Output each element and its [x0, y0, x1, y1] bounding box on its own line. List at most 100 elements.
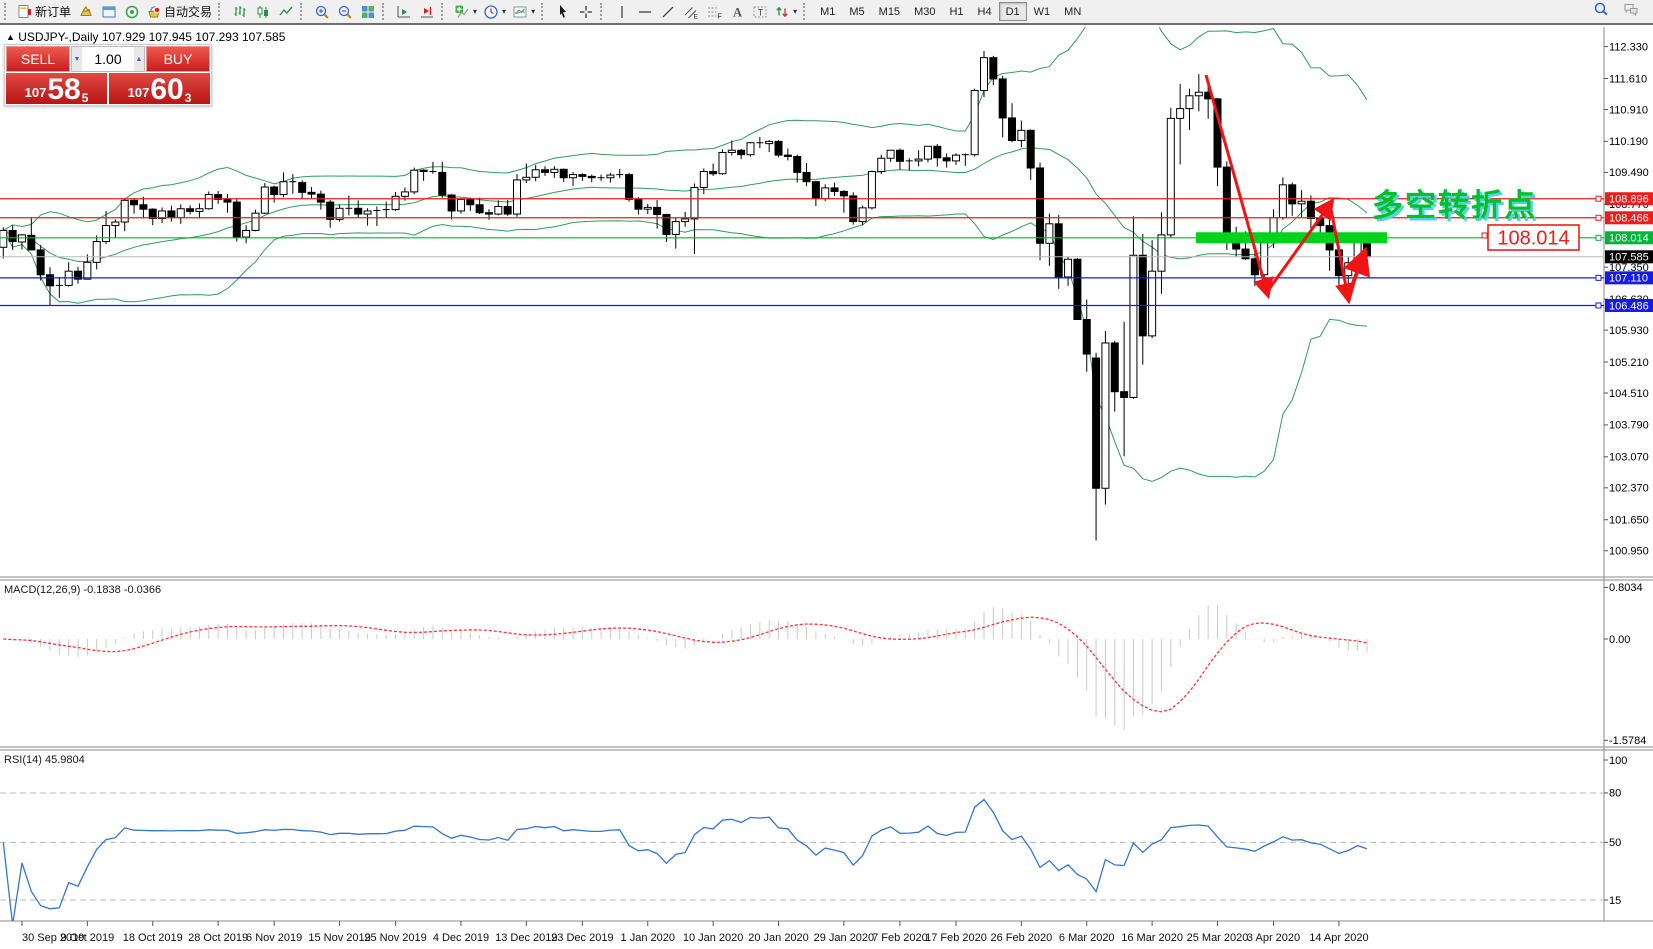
svg-text:9 Oct 2019: 9 Oct 2019: [60, 932, 114, 944]
vline-icon: [620, 5, 623, 18]
timeframe-h4[interactable]: H4: [971, 2, 999, 21]
hline-handle: [1595, 195, 1602, 202]
periods-icon: [484, 4, 498, 19]
vline-button[interactable]: [610, 1, 633, 22]
trendline-button[interactable]: [656, 1, 679, 22]
svg-text:100: 100: [1609, 755, 1627, 767]
market-depth-icon: [79, 5, 92, 16]
chat-button[interactable]: [1623, 1, 1639, 22]
timeframe-h1[interactable]: H1: [942, 2, 970, 21]
svg-text:111.610: 111.610: [1609, 73, 1647, 85]
volume-decrease-button[interactable]: ▼: [72, 47, 82, 71]
panel-collapse-icon[interactable]: ▲: [6, 32, 15, 42]
svg-text:110.910: 110.910: [1609, 104, 1648, 116]
svg-text:50: 50: [1609, 837, 1621, 849]
svg-text:6 Nov 2019: 6 Nov 2019: [246, 932, 302, 944]
sell-price-pip: 5: [81, 91, 89, 105]
timeframe-mn[interactable]: MN: [1057, 2, 1088, 21]
rsi-pane: [0, 792, 1604, 921]
timeframe-d1[interactable]: D1: [998, 2, 1027, 21]
chevron-down-icon: ▾: [473, 7, 478, 16]
bar-chart-button[interactable]: [228, 1, 251, 22]
volume-input[interactable]: [82, 47, 134, 71]
terminal-window-icon: [102, 6, 116, 17]
rsi-label: RSI(14) 45.9804: [4, 754, 85, 766]
new-order-button[interactable]: 新订单: [14, 1, 74, 22]
sell-price-main: 58: [47, 73, 81, 106]
candle-chart-button[interactable]: [251, 1, 274, 22]
crosshair-button[interactable]: [574, 1, 597, 22]
text-button[interactable]: A: [725, 1, 748, 22]
buy-button[interactable]: BUY: [146, 46, 210, 72]
search-button[interactable]: [1593, 1, 1609, 22]
arrows-button[interactable]: ▾: [771, 1, 800, 22]
channel-icon: E: [684, 6, 698, 20]
toolbar-group-grip: [600, 3, 606, 20]
hline-button[interactable]: [633, 1, 656, 22]
svg-text:29 Jan 2020: 29 Jan 2020: [814, 932, 875, 944]
fibonacci-button[interactable]: F: [702, 1, 725, 22]
terminal-window-button[interactable]: [97, 1, 120, 22]
templates-button[interactable]: ▾: [509, 1, 538, 22]
volume-increase-button[interactable]: ▲: [134, 47, 144, 71]
signals-button[interactable]: [120, 1, 143, 22]
timeframe-m1[interactable]: M1: [813, 2, 842, 21]
sell-button[interactable]: SELL: [6, 46, 70, 72]
svg-text:-1.5784: -1.5784: [1609, 735, 1646, 747]
svg-text:100.950: 100.950: [1609, 546, 1649, 558]
line-chart-button[interactable]: [274, 1, 297, 22]
svg-text:18 Oct 2019: 18 Oct 2019: [123, 932, 183, 944]
zoom-out-button[interactable]: [333, 1, 356, 22]
timeframe-m30[interactable]: M30: [907, 2, 942, 21]
label-button[interactable]: T: [748, 1, 771, 22]
svg-text:3 Apr 2020: 3 Apr 2020: [1247, 932, 1300, 944]
svg-text:23 Dec 2019: 23 Dec 2019: [551, 932, 613, 944]
chart-shift-button[interactable]: [392, 1, 415, 22]
macd-pane: [3, 605, 1368, 731]
svg-text:107.110: 107.110: [1609, 273, 1648, 285]
svg-text:104.510: 104.510: [1609, 388, 1649, 400]
svg-text:28 Oct 2019: 28 Oct 2019: [188, 932, 248, 944]
svg-text:108.466: 108.466: [1609, 213, 1649, 225]
macd-label: MACD(12,26,9) -0.1838 -0.0366: [4, 584, 162, 596]
candle-chart-icon: [257, 5, 268, 18]
svg-text:15 Nov 2019: 15 Nov 2019: [308, 932, 370, 944]
svg-text:T: T: [757, 7, 763, 17]
svg-text:16 Mar 2020: 16 Mar 2020: [1121, 932, 1183, 944]
chart-shift-icon: [397, 5, 410, 17]
add-indicator-button[interactable]: ▾: [451, 1, 480, 22]
cursor-button[interactable]: [551, 1, 574, 22]
svg-text:107.350: 107.350: [1609, 262, 1649, 274]
hline-handle: [1595, 302, 1602, 309]
bar-chart-icon: [234, 5, 246, 17]
price-tag-box: [1487, 224, 1580, 251]
svg-text:26 Feb 2020: 26 Feb 2020: [990, 932, 1052, 944]
zigzag-arrow: [1343, 246, 1370, 298]
auto-scroll-button[interactable]: [415, 1, 438, 22]
svg-text:15: 15: [1609, 895, 1621, 907]
autotrade-button[interactable]: 自动交易: [143, 1, 215, 22]
timeframe-m5[interactable]: M5: [842, 2, 871, 21]
periods-button[interactable]: ▾: [480, 1, 509, 22]
svg-text:25 Nov 2019: 25 Nov 2019: [364, 932, 426, 944]
buy-price[interactable]: 107 60 3: [109, 73, 210, 105]
timeframe-m15[interactable]: M15: [872, 2, 907, 21]
sell-price[interactable]: 107 58 5: [6, 73, 107, 106]
templates-icon: [513, 6, 527, 17]
hline-handle: [1595, 214, 1602, 221]
svg-text:112.330: 112.330: [1609, 41, 1648, 53]
svg-text:109.490: 109.490: [1609, 167, 1649, 179]
timeframe-w1[interactable]: W1: [1027, 2, 1058, 21]
tile-windows-button[interactable]: [356, 1, 379, 22]
zoom-in-button[interactable]: [310, 1, 333, 22]
autotrade-icon: [148, 5, 161, 17]
market-depth-button[interactable]: [74, 1, 97, 22]
channel-button[interactable]: E: [679, 1, 702, 22]
svg-text:103.070: 103.070: [1609, 452, 1649, 464]
zoom-in-icon: [315, 5, 329, 19]
